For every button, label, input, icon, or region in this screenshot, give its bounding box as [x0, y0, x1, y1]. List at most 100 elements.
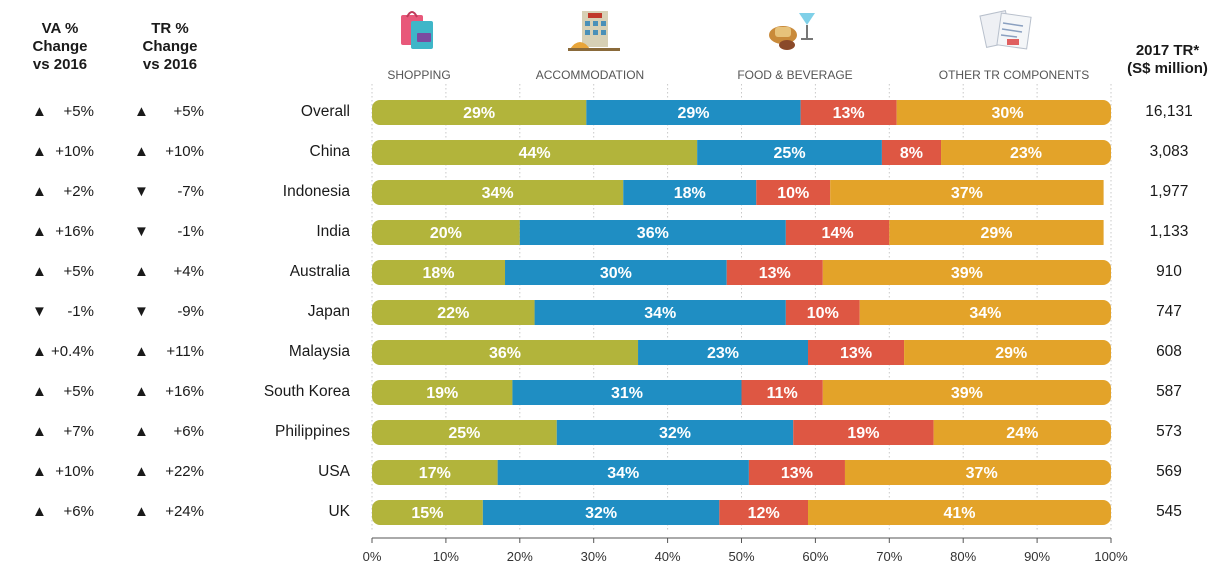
country-label: South Korea	[263, 383, 350, 400]
bar-segment	[941, 140, 1111, 165]
bar-segment	[748, 460, 845, 485]
arrow-up-icon: ▲	[134, 343, 149, 360]
data-label: 37%	[966, 465, 998, 482]
tr-change-value: +24%	[165, 503, 204, 520]
bar-row	[372, 220, 1104, 245]
x-tick-label: 70%	[876, 549, 902, 564]
bar-row	[372, 340, 1111, 365]
bar-segment	[881, 140, 942, 165]
x-tick-label: 30%	[581, 549, 607, 564]
hotel-icon	[568, 11, 620, 51]
bar-segment	[904, 340, 1111, 365]
x-tick-label: 10%	[433, 549, 459, 564]
data-label: 34%	[607, 465, 639, 482]
bar-segment	[808, 340, 905, 365]
bar-segment	[785, 300, 860, 325]
bar-segment	[372, 100, 587, 125]
tr-change-value: +6%	[173, 423, 204, 440]
data-label: 36%	[489, 345, 521, 362]
bar-segment	[372, 380, 513, 405]
arrow-up-icon: ▲	[134, 263, 149, 280]
bar-row	[372, 420, 1111, 445]
bar-segment	[372, 500, 483, 525]
data-label: 34%	[644, 305, 676, 322]
tr-change: ▲ +24%	[134, 502, 204, 522]
data-label: 36%	[637, 225, 669, 242]
tr-change: ▲ +6%	[134, 422, 204, 442]
bar-segment	[844, 460, 1111, 485]
bar-segment	[726, 260, 823, 285]
tr-total-value: 3,083	[1149, 143, 1189, 160]
tr-total-value: 910	[1156, 263, 1182, 280]
va-change-header: VA % Change vs 2016	[32, 20, 88, 73]
tr-change-value: -9%	[177, 303, 204, 320]
category-label: ACCOMMODATION	[535, 68, 645, 82]
tr-change-value: -7%	[177, 183, 204, 200]
bar-segment	[623, 180, 757, 205]
va-change: ▲ +10%	[32, 142, 94, 162]
bar-segment	[372, 460, 498, 485]
va-change-value: +16%	[55, 223, 94, 240]
bar-segment	[372, 180, 624, 205]
va-change-value: +7%	[63, 423, 94, 440]
data-label: 22%	[437, 305, 469, 322]
tr-total-value: 587	[1156, 383, 1182, 400]
data-label: 37%	[951, 185, 983, 202]
bar-segment	[519, 220, 786, 245]
arrow-down-icon: ▼	[134, 223, 149, 240]
data-label: 23%	[707, 345, 739, 362]
data-label: 19%	[847, 425, 879, 442]
bar-segment	[372, 340, 639, 365]
data-label: 29%	[463, 105, 495, 122]
tr-change-header: TR % Change vs 2016	[142, 20, 198, 73]
bar-segment	[822, 260, 1111, 285]
data-label: 29%	[995, 345, 1027, 362]
tr-change-value: +10%	[165, 143, 204, 160]
va-change: ▲ +16%	[32, 222, 94, 242]
bar-segment	[497, 460, 749, 485]
data-label: 10%	[777, 185, 809, 202]
va-change: ▲ +6%	[32, 502, 94, 522]
tr-change: ▲ +22%	[134, 462, 204, 482]
arrow-up-icon: ▲	[134, 423, 149, 440]
data-label: 25%	[774, 145, 806, 162]
bar-segment	[372, 260, 506, 285]
bar-segment	[482, 500, 720, 525]
bar-segment	[697, 140, 882, 165]
x-tick-label: 40%	[655, 549, 681, 564]
tr-total-value: 608	[1156, 343, 1182, 360]
bar-segment	[756, 180, 831, 205]
arrow-up-icon: ▲	[134, 503, 149, 520]
bar-segment	[556, 420, 794, 445]
data-label: 30%	[992, 105, 1024, 122]
tr-total-value: 545	[1156, 503, 1182, 520]
va-change-value: +2%	[63, 183, 94, 200]
x-tick-label: 0%	[363, 549, 382, 564]
arrow-up-icon: ▲	[32, 143, 47, 160]
tr-total-value: 16,131	[1145, 103, 1193, 120]
data-label: 25%	[448, 425, 480, 442]
bar-segment	[534, 300, 786, 325]
food-drink-icon	[769, 13, 815, 50]
va-change: ▲ +2%	[32, 182, 94, 202]
data-label: 18%	[674, 185, 706, 202]
tr-total-header: 2017 TR* (S$ million)	[1127, 42, 1208, 77]
arrow-up-icon: ▲	[134, 463, 149, 480]
x-tick-label: 20%	[507, 549, 533, 564]
x-tick-label: 60%	[802, 549, 828, 564]
country-label: Malaysia	[288, 343, 350, 360]
va-change-value: +10%	[55, 143, 94, 160]
data-label: 14%	[822, 225, 854, 242]
tr-change-value: +16%	[165, 383, 204, 400]
data-label: 32%	[585, 505, 617, 522]
bar-row	[372, 300, 1111, 325]
bar-segment	[785, 220, 890, 245]
data-label: 15%	[411, 505, 443, 522]
arrow-up-icon: ▲	[134, 383, 149, 400]
data-label: 19%	[426, 385, 458, 402]
tr-change: ▼ -9%	[134, 302, 204, 322]
va-change: ▲ +5%	[32, 102, 94, 122]
tr-change: ▼ -7%	[134, 182, 204, 202]
country-label: Indonesia	[282, 183, 350, 200]
